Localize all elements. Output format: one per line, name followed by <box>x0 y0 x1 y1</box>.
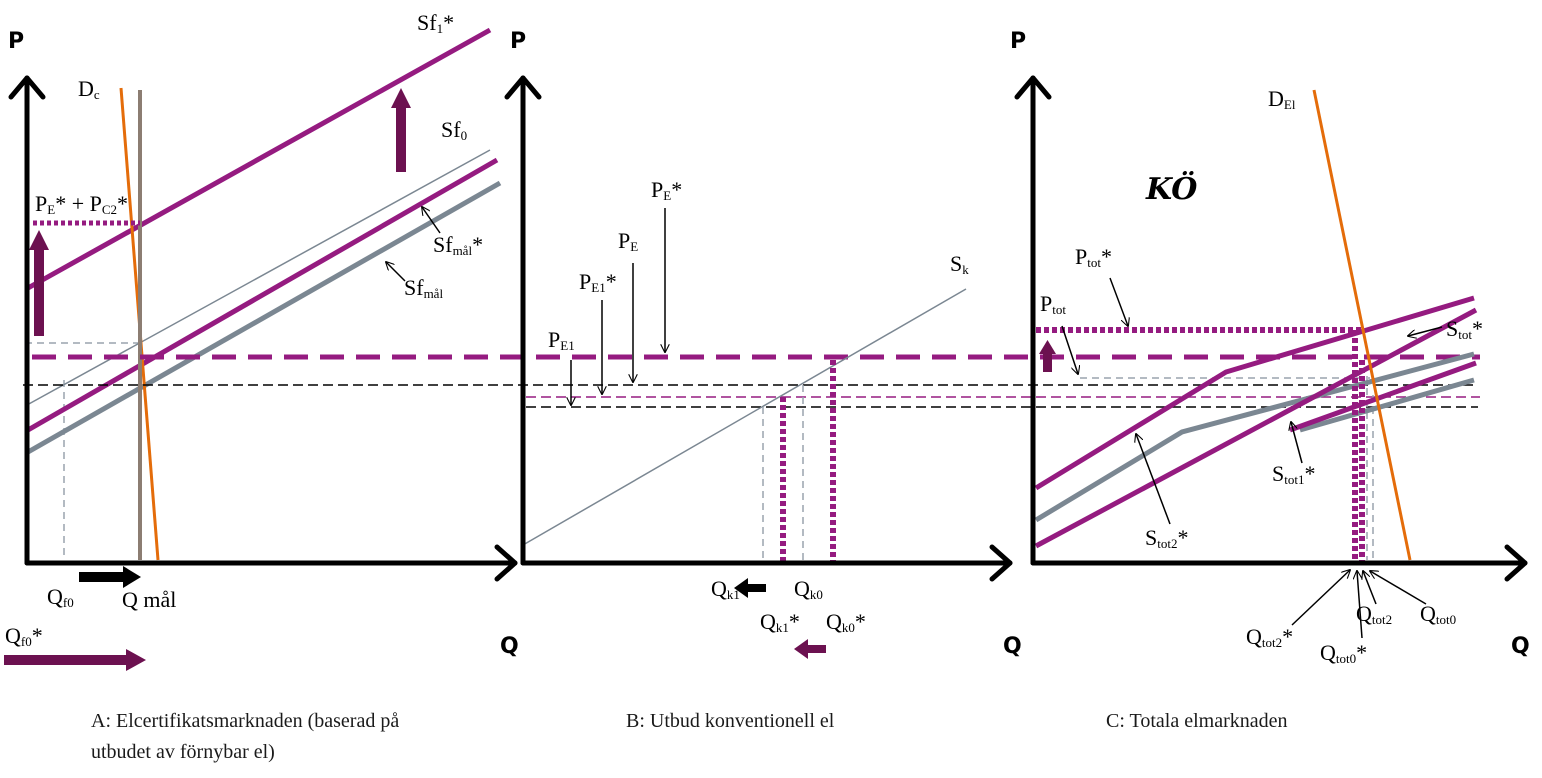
stot-star-pointer <box>1408 326 1443 336</box>
axes-a <box>8 75 518 582</box>
supply-sk-line <box>522 288 967 546</box>
sf0-label: Sf0 <box>441 117 467 143</box>
sf0-line <box>26 149 491 406</box>
stot-star-label: Stot* <box>1446 316 1483 342</box>
stot1-star-curve <box>1034 307 1478 549</box>
price-level-lines <box>23 354 1480 408</box>
stot1-star-pointer <box>1291 422 1303 464</box>
sk-label: Sk <box>950 251 969 277</box>
qtot2-star-label: Qtot2* <box>1246 624 1293 650</box>
qk1-star-label: Qk1* <box>760 609 800 635</box>
qk0-label: Qk0 <box>794 576 823 602</box>
ptot-up-arrow <box>1039 340 1056 372</box>
caption-panel-a: A: Elcertifikatsmarknaden (baserad på ut… <box>91 706 511 768</box>
sf1-star-label: Sf1* <box>417 10 454 36</box>
stot2-star-label: Stot2* <box>1145 525 1188 551</box>
pe-star-label: PE* <box>651 177 682 203</box>
stot-gray-upper <box>1034 351 1475 523</box>
ko-label: KÖ <box>1145 170 1197 207</box>
panel-b: P Q Sk PE* PE PE1* PE1 Qk1 Qk0 Qk1* Qk0* <box>504 29 1022 659</box>
qtot0-star-label: Qtot0* <box>1320 640 1367 666</box>
demand-del-line <box>1312 89 1412 561</box>
pe1-star-label: PE1* <box>579 269 617 295</box>
stot-gray-lower <box>1299 377 1475 433</box>
caption-panel-b: B: Utbud konventionell el <box>626 710 835 732</box>
ptot-pointer <box>1061 325 1078 374</box>
axes-b <box>504 75 1013 582</box>
qk-shift-arrow-black <box>734 578 766 598</box>
stot2-star-curve <box>1289 360 1477 433</box>
qf0-label: Qf0 <box>47 584 74 610</box>
qmal-shift-arrow <box>79 566 141 588</box>
demand-dc-label: Dc <box>78 76 100 102</box>
ptot-star-label: Ptot* <box>1075 244 1112 270</box>
up-arrow-right <box>391 88 411 172</box>
axis-q-label-a: Q <box>500 634 519 659</box>
axis-q-label-b: Q <box>1003 634 1022 659</box>
ptot-star-pointer <box>1109 277 1128 326</box>
qk-star-shift-arrow-purple <box>794 639 826 659</box>
caption-panel-c: C: Totala elmarknaden <box>1106 710 1288 732</box>
stot2-star-pointer <box>1136 434 1171 525</box>
qk1-label: Qk1 <box>711 576 740 602</box>
pe-label: PE <box>618 228 638 254</box>
axis-p-label-a: P <box>8 29 24 54</box>
qmal-label: Q mål <box>122 587 176 612</box>
qtot0-pointer <box>1370 571 1427 605</box>
caption-a-line2: utbudet av förnybar el) <box>91 741 275 763</box>
ptot-label: Ptot <box>1040 291 1066 317</box>
qtot2-pointer <box>1363 571 1377 605</box>
qf0-star-shift-arrow <box>4 649 146 671</box>
qtot0-star-pointer <box>1357 571 1363 639</box>
axis-q-label-c: Q <box>1511 634 1530 659</box>
price-label-a: PE* + PC2* <box>35 191 128 217</box>
qf0-star-label: Qf0* <box>5 623 43 649</box>
caption-a-line1: A: Elcertifikatsmarknaden (baserad på <box>91 710 400 732</box>
axis-p-label-b: P <box>510 29 526 54</box>
demand-del-label: DEl <box>1268 86 1296 112</box>
axis-p-label-c: P <box>1010 29 1026 54</box>
stot1-star-label: Stot1* <box>1272 461 1315 487</box>
qk0-star-label: Qk0* <box>826 609 866 635</box>
stot-star-curve <box>1034 295 1475 491</box>
sfmal-star-pointer <box>422 207 441 234</box>
sfmal-pointer <box>386 262 406 282</box>
sfmal-star-label: Sfmål* <box>433 232 483 258</box>
sfmal-line <box>26 180 502 455</box>
pe1-label: PE1 <box>548 327 575 353</box>
panel-a: P Q Dc Sf1* Sf0 Sfmål* Sfmål PE* + PC2* … <box>4 10 519 671</box>
axes-c <box>1014 75 1528 582</box>
qtot2-star-pointer <box>1291 570 1350 626</box>
qtot0-label: Qtot0 <box>1420 601 1456 627</box>
sfmal-label: Sfmål <box>404 275 443 301</box>
sf1-star-line <box>26 27 492 291</box>
up-arrow-left <box>29 230 49 336</box>
qtot2-label: Qtot2 <box>1356 601 1392 627</box>
panel-c: P Q DEl KÖ Ptot* Ptot Stot* Stot1* Stot2… <box>1010 29 1530 666</box>
